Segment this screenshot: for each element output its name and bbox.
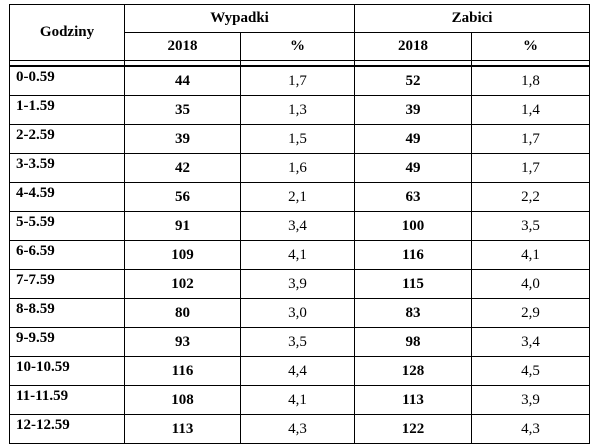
cell-killed-pct: 1,8 <box>471 65 591 96</box>
header-killed-year: 2018 <box>354 32 473 61</box>
cell-killed: 115 <box>354 269 473 299</box>
cell-killed: 49 <box>354 153 473 183</box>
cell-accidents-pct: 2,1 <box>239 182 356 212</box>
cell-hour: 7-7.59 <box>9 269 125 299</box>
cell-killed-pct: 3,4 <box>471 327 591 357</box>
header-accidents-year: 2018 <box>124 32 241 61</box>
cell-accidents-pct: 3,4 <box>239 211 356 241</box>
table-row: 12-12.59 113 4,3 122 4,3 <box>9 414 591 444</box>
table-row: 0-0.59 44 1,7 52 1,8 <box>9 65 591 96</box>
table-row: 4-4.59 56 2,1 63 2,2 <box>9 182 591 212</box>
cell-accidents-pct: 1,5 <box>239 124 356 154</box>
cell-killed-pct: 1,7 <box>471 153 591 183</box>
table-row: 7-7.59 102 3,9 115 4,0 <box>9 269 591 299</box>
cell-accidents: 44 <box>124 65 241 96</box>
cell-hour: 0-0.59 <box>9 65 125 96</box>
cell-killed-pct: 2,9 <box>471 298 591 328</box>
cell-killed: 100 <box>354 211 473 241</box>
cell-killed-pct: 4,3 <box>471 414 591 444</box>
cell-killed-pct: 4,5 <box>471 356 591 386</box>
table-row: 8-8.59 80 3,0 83 2,9 <box>9 298 591 328</box>
cell-hour: 10-10.59 <box>9 356 125 386</box>
cell-accidents: 42 <box>124 153 241 183</box>
cell-hour: 11-11.59 <box>9 385 125 415</box>
cell-accidents-pct: 4,4 <box>239 356 356 386</box>
cell-killed: 63 <box>354 182 473 212</box>
cell-killed-pct: 1,4 <box>471 95 591 125</box>
cell-killed: 113 <box>354 385 473 415</box>
cell-hour: 1-1.59 <box>9 95 125 125</box>
cell-accidents-pct: 3,9 <box>239 269 356 299</box>
table-row: 10-10.59 116 4,4 128 4,5 <box>9 356 591 386</box>
cell-killed: 98 <box>354 327 473 357</box>
cell-accidents: 108 <box>124 385 241 415</box>
cell-hour: 2-2.59 <box>9 124 125 154</box>
cell-killed: 128 <box>354 356 473 386</box>
cell-hour: 12-12.59 <box>9 414 125 444</box>
table-row: 6-6.59 109 4,1 116 4,1 <box>9 240 591 270</box>
cell-accidents-pct: 1,7 <box>239 65 356 96</box>
cell-accidents: 116 <box>124 356 241 386</box>
header-accidents-pct: % <box>239 32 356 61</box>
header-group-accidents: Wypadki <box>123 4 356 33</box>
cell-killed-pct: 4,0 <box>471 269 591 299</box>
table-row: 9-9.59 93 3,5 98 3,4 <box>9 327 591 357</box>
cell-hour: 8-8.59 <box>9 298 125 328</box>
header-killed-pct: % <box>471 32 591 61</box>
table-row: 11-11.59 108 4,1 113 3,9 <box>9 385 591 415</box>
cell-killed-pct: 1,7 <box>471 124 591 154</box>
cell-killed: 83 <box>354 298 473 328</box>
cell-killed: 52 <box>354 65 473 96</box>
cell-accidents-pct: 4,1 <box>239 240 356 270</box>
cell-hour: 4-4.59 <box>9 182 125 212</box>
header-separator <box>9 60 591 67</box>
cell-accidents: 39 <box>124 124 241 154</box>
cell-accidents-pct: 3,5 <box>239 327 356 357</box>
cell-hour: 3-3.59 <box>9 153 125 183</box>
cell-accidents-pct: 1,3 <box>239 95 356 125</box>
cell-killed: 122 <box>354 414 473 444</box>
cell-accidents: 113 <box>124 414 241 444</box>
cell-accidents-pct: 4,3 <box>239 414 356 444</box>
cell-hour: 6-6.59 <box>9 240 125 270</box>
cell-killed: 49 <box>354 124 473 154</box>
cell-accidents: 91 <box>124 211 241 241</box>
cell-killed-pct: 2,2 <box>471 182 591 212</box>
cell-accidents: 109 <box>124 240 241 270</box>
cell-hour: 9-9.59 <box>9 327 125 357</box>
cell-accidents: 35 <box>124 95 241 125</box>
hourly-accidents-table: Godziny Wypadki Zabici 2018 % 2018 % 0-0… <box>9 4 591 444</box>
cell-accidents-pct: 4,1 <box>239 385 356 415</box>
cell-accidents-pct: 3,0 <box>239 298 356 328</box>
cell-hour: 5-5.59 <box>9 211 125 241</box>
cell-killed-pct: 3,9 <box>471 385 591 415</box>
cell-killed-pct: 4,1 <box>471 240 591 270</box>
cell-killed-pct: 3,5 <box>471 211 591 241</box>
cell-killed: 116 <box>354 240 473 270</box>
cell-accidents: 80 <box>124 298 241 328</box>
table-row: 2-2.59 39 1,5 49 1,7 <box>9 124 591 154</box>
table-row: 5-5.59 91 3,4 100 3,5 <box>9 211 591 241</box>
table-row: 1-1.59 35 1,3 39 1,4 <box>9 95 591 125</box>
cell-accidents-pct: 1,6 <box>239 153 356 183</box>
header-hours: Godziny <box>9 4 125 61</box>
header-group-killed: Zabici <box>354 4 591 33</box>
cell-accidents: 93 <box>124 327 241 357</box>
cell-killed: 39 <box>354 95 473 125</box>
table-row: 3-3.59 42 1,6 49 1,7 <box>9 153 591 183</box>
cell-accidents: 56 <box>124 182 241 212</box>
cell-accidents: 102 <box>124 269 241 299</box>
table-body: 0-0.59 44 1,7 52 1,8 1-1.59 35 1,3 39 1,… <box>9 65 591 444</box>
